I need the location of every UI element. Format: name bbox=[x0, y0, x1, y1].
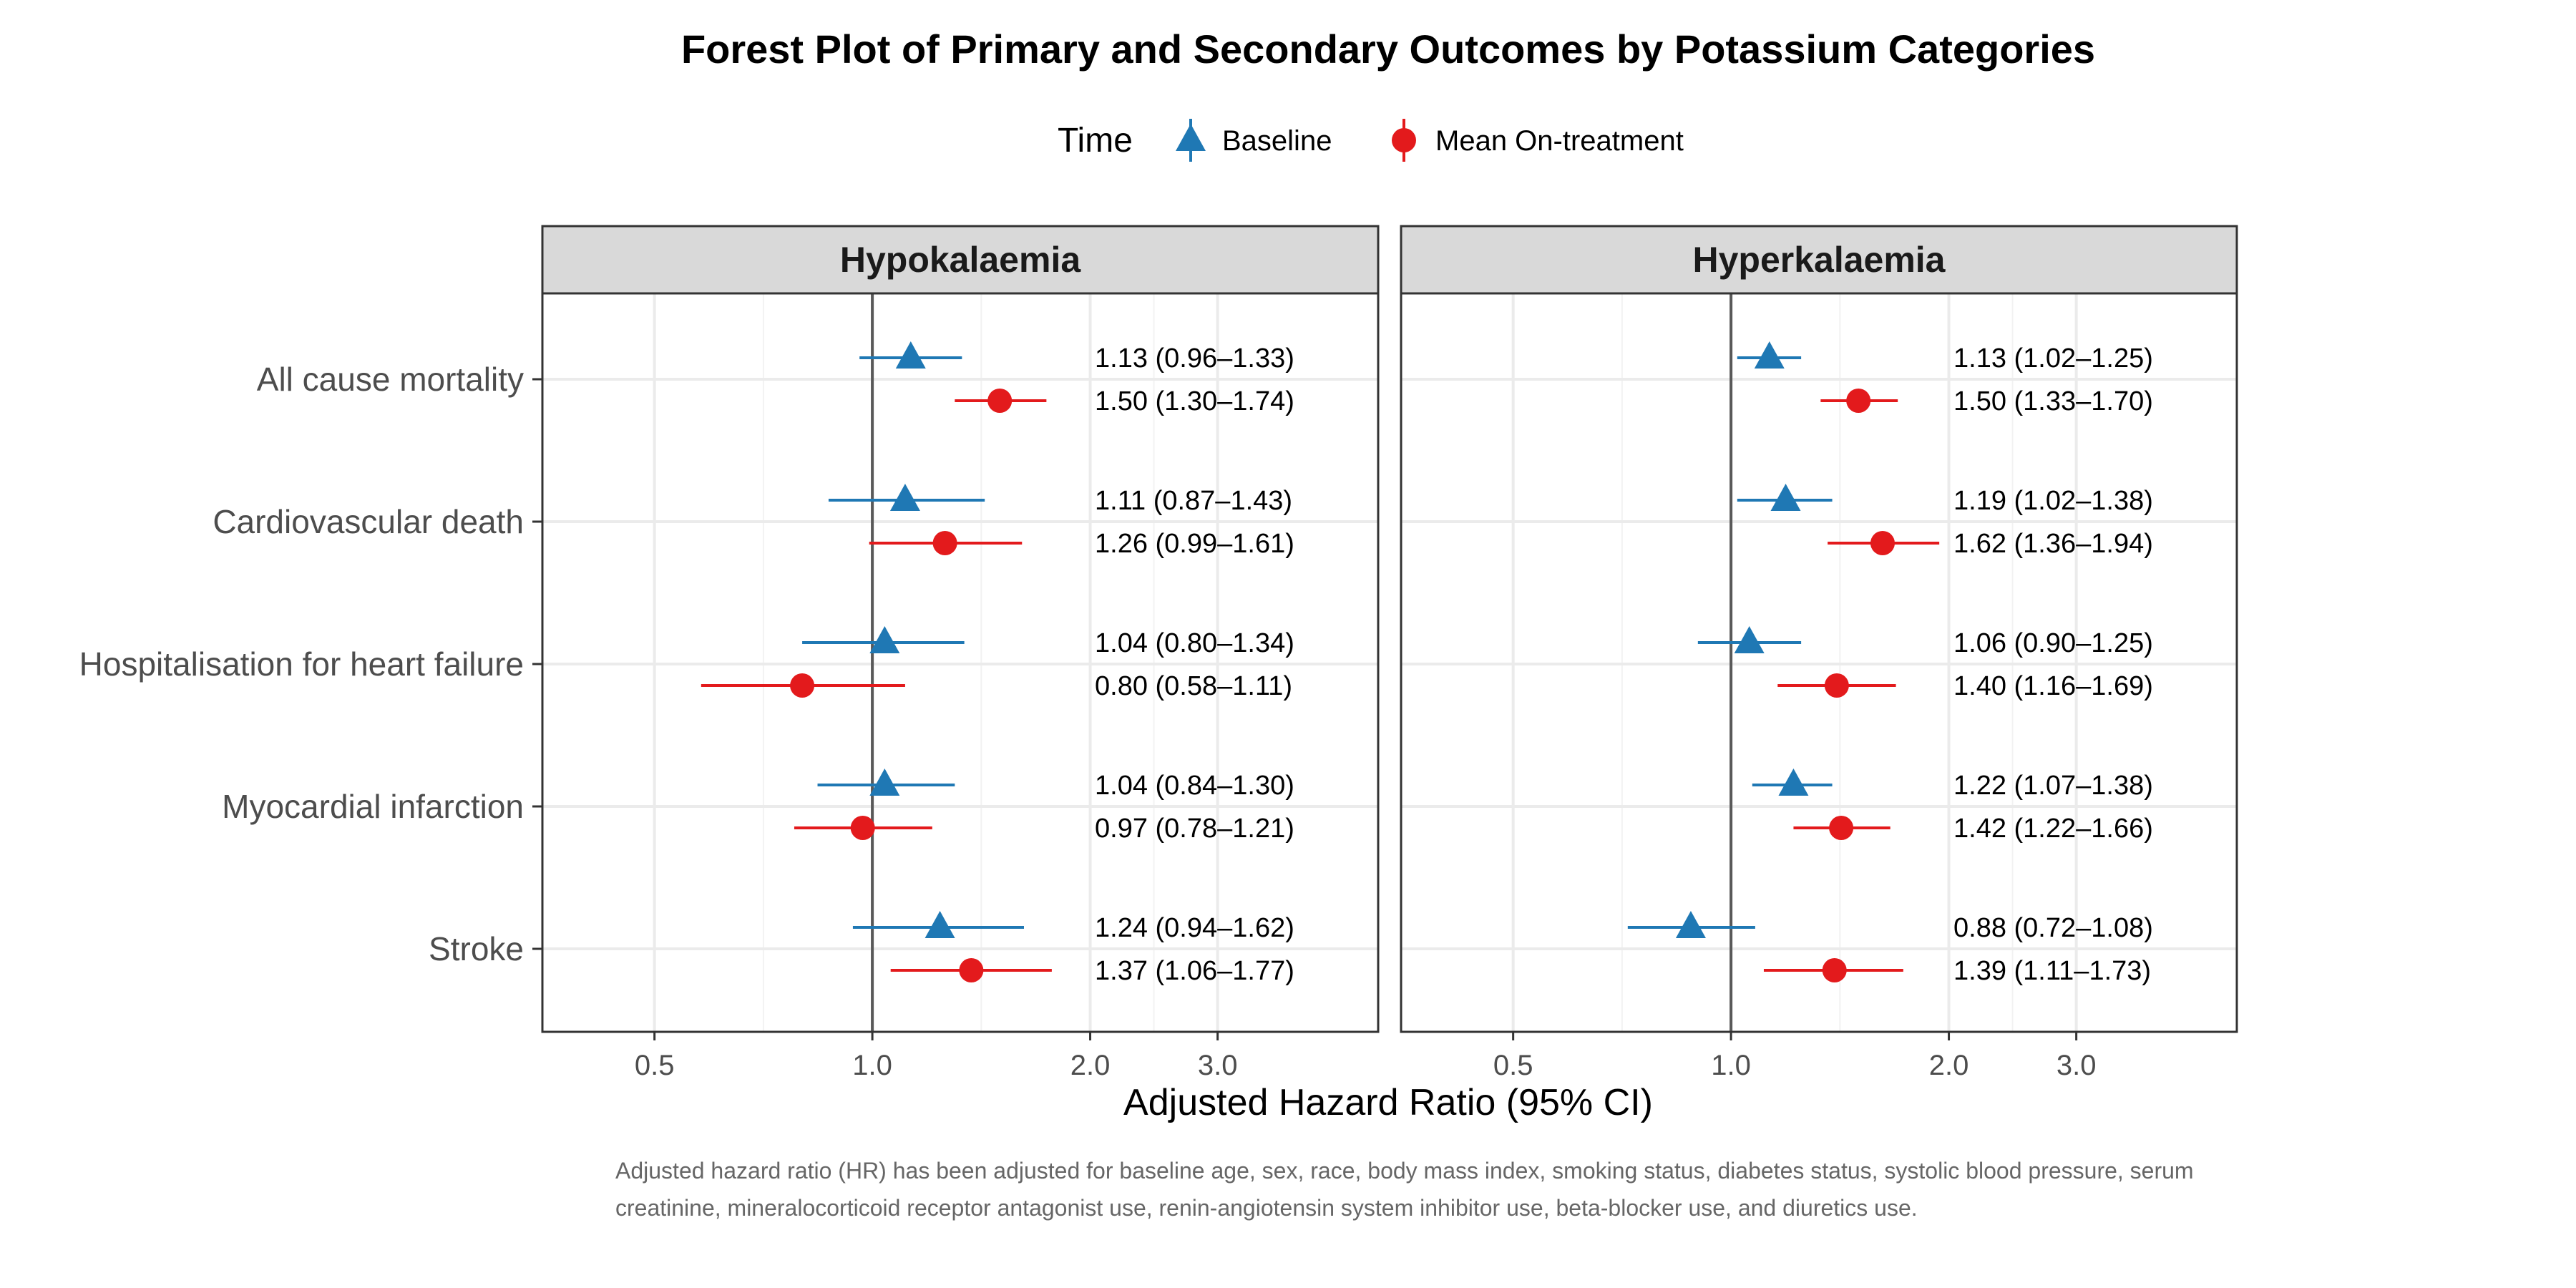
point-mean-on-treatment-all-cause-mortality bbox=[1846, 389, 1871, 413]
y-tick-label-stroke: Stroke bbox=[429, 930, 524, 967]
hr-label-baseline-myocardial-infarction: 1.22 (1.07–1.38) bbox=[1953, 771, 2153, 801]
point-mean-on-treatment-myocardial-infarction bbox=[850, 816, 875, 840]
point-baseline-stroke bbox=[924, 911, 955, 938]
point-mean-on-treatment-cardiovascular-death bbox=[932, 531, 957, 555]
point-baseline-hospitalisation-for-heart-failure bbox=[1734, 626, 1765, 653]
point-mean-on-treatment-stroke bbox=[1822, 958, 1847, 982]
point-baseline-myocardial-infarction bbox=[1778, 769, 1809, 796]
point-baseline-stroke bbox=[1675, 911, 1706, 938]
panel-hyperkalaemia: Hyperkalaemia 1.13 (1.02–1.25) 1.19 (1.02–… bbox=[1400, 225, 2238, 1081]
panel-strip-label: Hypokalaemia bbox=[840, 240, 1081, 280]
point-mean-on-treatment-hospitalisation-for-heart-failure bbox=[790, 673, 815, 698]
x-tick-label: 3.0 bbox=[1198, 1050, 1238, 1081]
hr-label-baseline-cardiovascular-death: 1.19 (1.02–1.38) bbox=[1953, 486, 2153, 516]
point-baseline-hospitalisation-for-heart-failure bbox=[869, 626, 900, 653]
panel-hypokalaemia: Hypokalaemia 1.13 (0.96–1.33) 1.11 (0.87–1… bbox=[541, 225, 1380, 1081]
point-baseline-cardiovascular-death bbox=[889, 484, 920, 511]
legend-title: Time bbox=[1058, 122, 1133, 160]
panel-border bbox=[1400, 292, 2238, 1033]
hr-label-baseline-hospitalisation-for-heart-failure: 1.04 (0.80–1.34) bbox=[1095, 628, 1294, 658]
hr-label-mean-on-treatment-cardiovascular-death: 1.62 (1.36–1.94) bbox=[1953, 529, 2153, 559]
x-tick-label: 0.5 bbox=[635, 1050, 675, 1081]
plot-area: Hypokalaemia 1.13 (0.96–1.33) 1.11 (0.87–1… bbox=[79, 225, 2238, 1081]
legend-key-triangle bbox=[1176, 124, 1206, 151]
y-tick-label-all-cause-mortality: All cause mortality bbox=[257, 361, 524, 398]
hr-label-baseline-all-cause-mortality: 1.13 (1.02–1.25) bbox=[1953, 343, 2153, 374]
x-tick-label: 3.0 bbox=[2057, 1050, 2097, 1081]
hr-label-baseline-hospitalisation-for-heart-failure: 1.06 (0.90–1.25) bbox=[1953, 628, 2153, 658]
point-mean-on-treatment-all-cause-mortality bbox=[987, 389, 1013, 413]
x-tick-label: 2.0 bbox=[1929, 1050, 1969, 1081]
legend-label: Baseline bbox=[1222, 125, 1332, 157]
hr-label-mean-on-treatment-hospitalisation-for-heart-failure: 0.80 (0.58–1.11) bbox=[1095, 671, 1292, 701]
x-axis-title: Adjusted Hazard Ratio (95% CI) bbox=[1123, 1082, 1653, 1123]
legend-item-mean-on-treatment: Mean On-treatment bbox=[1392, 119, 1684, 162]
y-tick-label-myocardial-infarction: Myocardial infarction bbox=[222, 788, 524, 825]
point-mean-on-treatment-stroke bbox=[959, 958, 984, 982]
legend-label: Mean On-treatment bbox=[1435, 125, 1684, 157]
y-axis: All cause mortality Cardiovascular death H… bbox=[79, 361, 542, 967]
hr-label-baseline-all-cause-mortality: 1.13 (0.96–1.33) bbox=[1095, 343, 1294, 374]
panel-strip bbox=[541, 225, 1380, 295]
legend-item-baseline: Baseline bbox=[1176, 119, 1332, 162]
x-tick-label: 1.0 bbox=[1711, 1050, 1751, 1081]
hr-label-mean-on-treatment-myocardial-infarction: 1.42 (1.22–1.66) bbox=[1953, 814, 2153, 844]
hr-label-mean-on-treatment-myocardial-infarction: 0.97 (0.78–1.21) bbox=[1095, 814, 1294, 844]
legend-key-circle bbox=[1392, 128, 1416, 152]
panel-border bbox=[541, 292, 1380, 1033]
x-tick-label: 2.0 bbox=[1070, 1050, 1111, 1081]
point-mean-on-treatment-hospitalisation-for-heart-failure bbox=[1824, 673, 1849, 698]
hr-label-baseline-cardiovascular-death: 1.11 (0.87–1.43) bbox=[1095, 486, 1292, 516]
point-baseline-myocardial-infarction bbox=[869, 769, 900, 796]
hr-label-mean-on-treatment-hospitalisation-for-heart-failure: 1.40 (1.16–1.69) bbox=[1953, 671, 2153, 701]
point-baseline-cardiovascular-death bbox=[1770, 484, 1801, 511]
chart-caption: Adjusted hazard ratio (HR) has been adju… bbox=[615, 1158, 2194, 1221]
hr-label-mean-on-treatment-cardiovascular-death: 1.26 (0.99–1.61) bbox=[1095, 529, 1294, 559]
chart-title: Forest Plot of Primary and Secondary Out… bbox=[681, 26, 2095, 72]
point-baseline-all-cause-mortality bbox=[1754, 341, 1785, 369]
x-tick-label: 1.0 bbox=[852, 1050, 892, 1081]
x-tick-label: 0.5 bbox=[1493, 1050, 1533, 1081]
hr-label-mean-on-treatment-all-cause-mortality: 1.50 (1.33–1.70) bbox=[1953, 386, 2153, 416]
y-tick-label-hospitalisation-for-heart-failure: Hospitalisation for heart failure bbox=[79, 645, 524, 683]
point-mean-on-treatment-cardiovascular-death bbox=[1870, 531, 1895, 555]
hr-label-mean-on-treatment-stroke: 1.37 (1.06–1.77) bbox=[1095, 956, 1294, 986]
hr-label-baseline-stroke: 1.24 (0.94–1.62) bbox=[1095, 913, 1294, 943]
hr-label-baseline-stroke: 0.88 (0.72–1.08) bbox=[1953, 913, 2153, 943]
hr-label-mean-on-treatment-all-cause-mortality: 1.50 (1.30–1.74) bbox=[1095, 386, 1294, 416]
panel-strip-label: Hyperkalaemia bbox=[1692, 240, 1946, 280]
point-mean-on-treatment-myocardial-infarction bbox=[1829, 816, 1854, 840]
point-baseline-all-cause-mortality bbox=[895, 341, 926, 369]
hr-label-baseline-myocardial-infarction: 1.04 (0.84–1.30) bbox=[1095, 771, 1294, 801]
panel-strip bbox=[1400, 225, 2238, 295]
hr-label-mean-on-treatment-stroke: 1.39 (1.11–1.73) bbox=[1953, 956, 2151, 986]
legend: Time Baseline Mean On-treatment bbox=[1058, 119, 1684, 162]
y-tick-label-cardiovascular-death: Cardiovascular death bbox=[213, 503, 524, 540]
